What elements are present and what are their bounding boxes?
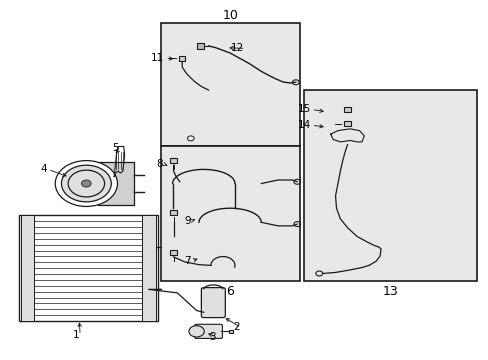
Circle shape	[61, 165, 111, 202]
Circle shape	[55, 161, 117, 207]
Bar	[344, 107, 350, 112]
Bar	[20, 215, 34, 321]
Text: 1: 1	[72, 330, 79, 340]
Bar	[304, 90, 476, 280]
Circle shape	[188, 326, 204, 337]
Text: 10: 10	[222, 9, 238, 22]
Text: 9: 9	[184, 216, 190, 226]
Bar	[196, 43, 204, 49]
Bar	[170, 210, 176, 215]
Circle shape	[68, 170, 104, 197]
Bar	[98, 162, 134, 205]
Bar	[344, 121, 350, 126]
Bar	[228, 330, 233, 333]
Text: 6: 6	[226, 285, 234, 298]
Bar	[179, 56, 185, 60]
Text: 14: 14	[297, 120, 310, 130]
FancyBboxPatch shape	[201, 288, 225, 318]
Circle shape	[81, 180, 91, 187]
Text: 4: 4	[41, 165, 47, 174]
Text: 2: 2	[233, 323, 239, 333]
Bar	[170, 250, 176, 255]
FancyBboxPatch shape	[194, 324, 222, 338]
Bar	[170, 158, 176, 163]
Text: 11: 11	[151, 53, 164, 63]
Bar	[160, 23, 299, 147]
Text: 3: 3	[209, 332, 215, 342]
Text: 8: 8	[156, 159, 163, 169]
Text: 15: 15	[297, 104, 310, 114]
Text: 13: 13	[382, 285, 398, 298]
Text: 7: 7	[184, 256, 190, 266]
Text: 5: 5	[112, 143, 118, 153]
Bar	[142, 215, 156, 321]
Bar	[19, 215, 158, 321]
Bar	[160, 147, 299, 280]
Text: 12: 12	[231, 44, 244, 53]
